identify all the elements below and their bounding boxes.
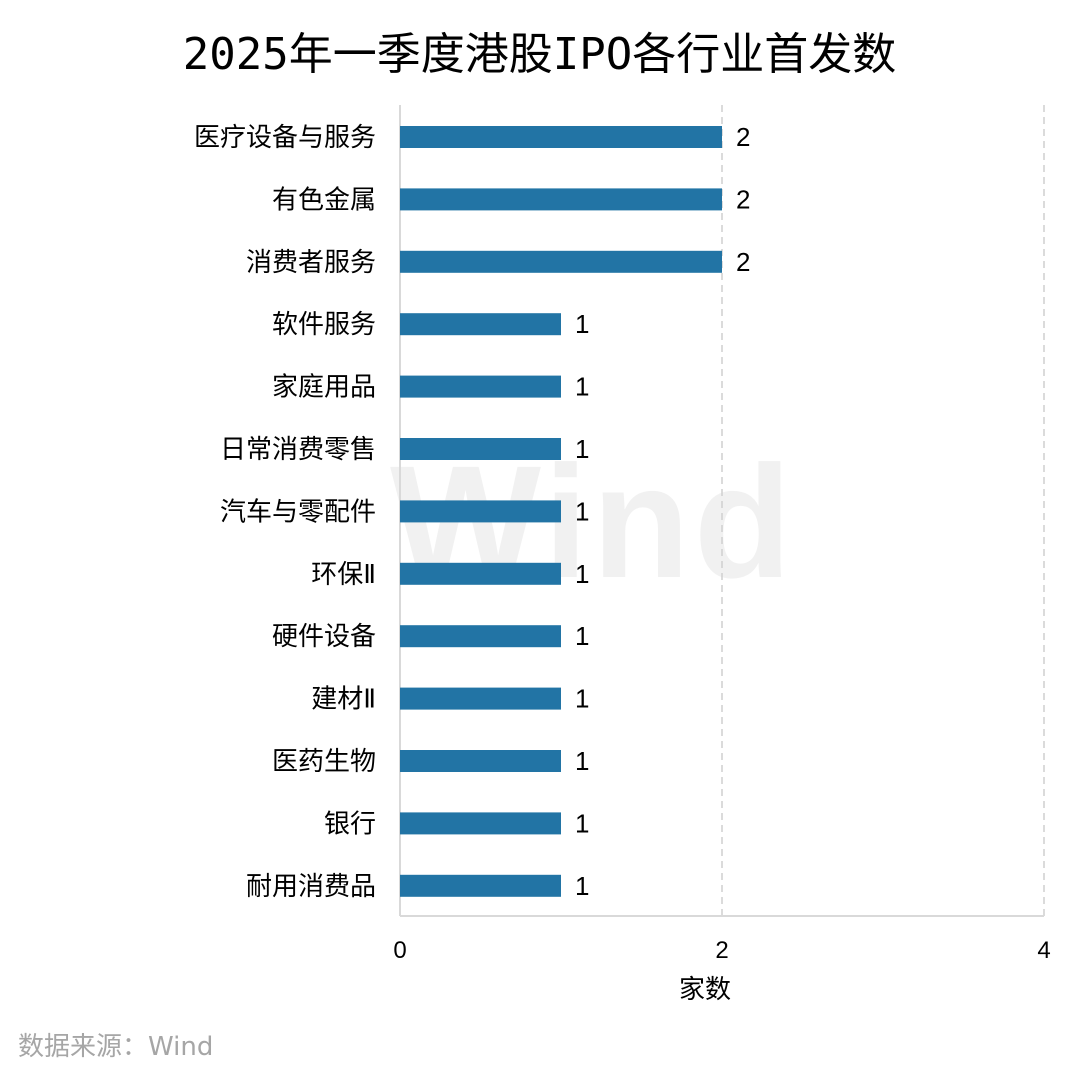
category-label: 银行 [324,809,376,839]
x-axis-title: 家数 [679,975,731,1005]
bars [400,126,722,897]
category-label: 环保Ⅱ [311,560,376,590]
grid-lines [721,105,1045,916]
data-label: 2 [736,247,750,277]
bar [400,250,722,273]
category-label: 消费者服务 [246,248,376,278]
data-label: 1 [575,559,589,589]
bar [400,562,561,585]
bar [400,874,561,897]
category-label: 硬件设备 [272,622,376,652]
bar [400,375,561,398]
bar [400,625,561,648]
data-label: 1 [575,871,589,901]
data-label: 1 [575,746,589,776]
category-label: 耐用消费品 [246,872,376,902]
category-label: 医药生物 [272,747,376,777]
category-label: 汽车与零配件 [220,497,376,527]
data-label: 1 [575,808,589,838]
data-label: 1 [575,621,589,651]
x-tick-label: 4 [1037,937,1050,964]
bar [400,500,561,523]
data-label: 1 [575,372,589,402]
source-note: 数据来源：Wind [18,1032,214,1062]
bar [400,313,561,336]
tick-labels: 0 2 4 [393,937,1050,964]
bar [400,188,722,211]
category-label: 有色金属 [272,185,376,215]
bar [400,438,561,460]
x-tick-label: 2 [715,937,728,964]
chart-title: 2025年一季度港股IPO各行业首发数 [182,29,897,80]
data-label: 1 [575,684,589,714]
category-label: 建材Ⅱ [311,685,376,715]
data-labels: 2 2 2 1 1 1 1 1 1 1 1 1 1 [575,122,750,901]
bar [400,750,561,772]
data-label: 1 [575,309,589,339]
category-label: 医疗设备与服务 [194,123,376,153]
category-label: 家庭用品 [272,373,376,403]
bar [400,687,561,710]
data-label: 1 [575,434,589,464]
x-tick-label: 0 [393,937,406,964]
category-label: 日常消费零售 [220,435,376,465]
data-label: 2 [736,184,750,214]
data-label: 1 [575,496,589,526]
bar [400,126,722,148]
category-label: 软件服务 [272,310,376,340]
bar [400,812,561,835]
data-label: 2 [736,122,750,152]
